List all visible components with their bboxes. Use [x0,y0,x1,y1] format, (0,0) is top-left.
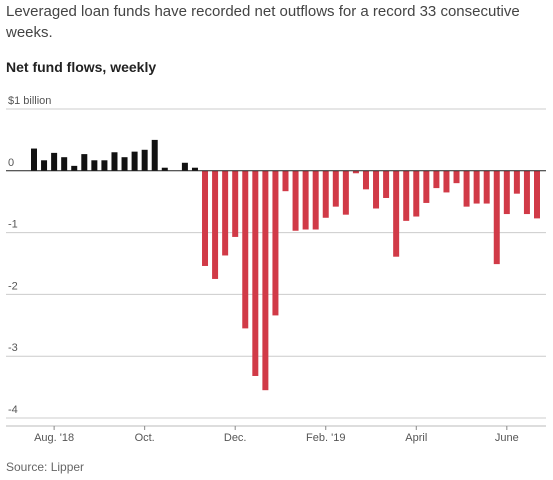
bar-inflow [51,152,58,171]
source-note: Source: Lipper [6,460,85,474]
bar-outflow [342,170,349,215]
bar-chart: $1 billion 0 -1 -2 -3 -4 Aug. '18 Oct. Dec. Feb.… [6,95,546,444]
bar-outflow [362,170,369,190]
bar-inflow [101,160,108,171]
bar-outflow [312,170,319,230]
bar-outflow [222,170,229,256]
bar-outflow [202,170,209,266]
y-tick-label: -1 [8,219,18,231]
x-axis: Aug. '18 Oct. Dec. Feb. '19 April June [6,425,546,444]
bar-inflow [191,167,198,171]
y-tick-label: $1 billion [8,95,51,107]
x-tick-label: Aug. '18 [34,432,74,444]
bar-inflow [121,157,128,171]
bar-outflow [252,170,259,376]
bar-inflow [141,149,148,171]
y-tick-labels: $1 billion 0 -1 -2 -3 -4 [8,95,51,416]
bar-outflow [282,170,289,192]
bar-outflow [413,170,420,217]
bar-outflow [523,170,530,215]
bar-outflow [473,170,480,204]
bar-outflow [352,170,359,174]
x-tick-label: Oct. [135,432,155,444]
bar-inflow [181,162,188,171]
bar-outflow [212,170,219,279]
bar-outflow [302,170,309,230]
headline: Leveraged loan funds have recorded net o… [6,3,520,41]
x-tick-label: June [495,432,519,444]
bar-inflow [131,151,138,171]
y-tick-label: -3 [8,342,18,354]
bar-outflow [493,170,500,265]
bar-inflow [41,160,48,171]
bar-outflow [272,170,279,316]
bar-outflow [453,170,460,184]
y-tick-label: -4 [8,404,18,416]
bar-inflow [81,154,88,171]
bar-outflow [443,170,450,193]
bar-inflow [111,152,118,171]
x-tick-label: Dec. [224,432,247,444]
bar-outflow [332,170,339,207]
bar-outflow [373,170,380,209]
bar-outflow [433,170,440,189]
bar-inflow [161,167,168,171]
bar-outflow [393,170,400,257]
bar-outflow [423,170,430,203]
bar-outflow [322,170,329,218]
bar-outflow [534,170,540,219]
x-tick-label: Feb. '19 [306,432,345,444]
bar-outflow [513,170,520,194]
bar-outflow [383,170,390,198]
bar-inflow [151,139,158,171]
bars [31,139,540,391]
bar-inflow [61,157,68,171]
bar-inflow [31,148,37,171]
bar-outflow [503,170,510,215]
bar-outflow [403,170,410,221]
y-tick-label: -2 [8,280,18,292]
bar-outflow [232,170,239,237]
bar-outflow [463,170,470,207]
bar-inflow [71,165,78,171]
bar-inflow [91,160,98,171]
y-tick-label: 0 [8,157,14,169]
bar-outflow [242,170,249,329]
bar-outflow [262,170,269,391]
bar-outflow [483,170,490,204]
bar-outflow [292,170,299,231]
chart-title: Net fund flows, weekly [6,59,157,75]
x-tick-label: April [405,432,427,444]
